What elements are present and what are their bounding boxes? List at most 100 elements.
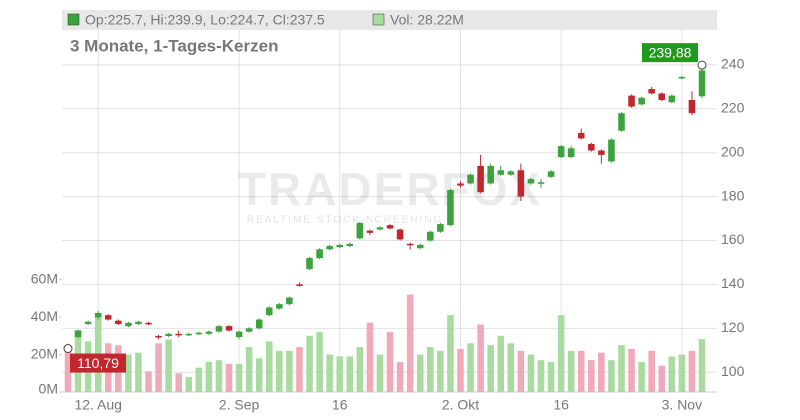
volume-bar xyxy=(336,356,343,392)
volume-bar xyxy=(326,354,333,392)
candle-body xyxy=(406,243,414,246)
volume-bar xyxy=(296,347,303,392)
volume-bar xyxy=(64,345,72,392)
y2-tick-label: 60M xyxy=(31,270,58,286)
candle-body xyxy=(497,170,505,175)
candle-body xyxy=(588,143,595,151)
volume-text: Vol: 28.22M xyxy=(390,12,464,28)
volume-bar xyxy=(155,343,162,392)
volume-bar xyxy=(225,363,233,392)
volume-bar xyxy=(648,350,655,392)
volume-bar xyxy=(577,350,585,392)
volume-bar xyxy=(386,332,394,392)
y-tick-label: 240 xyxy=(721,56,745,72)
volume-bar xyxy=(447,315,454,392)
candle-body xyxy=(598,150,605,155)
candle-body xyxy=(255,319,263,329)
volume-bar xyxy=(608,360,615,392)
candle-body xyxy=(225,326,233,331)
watermark-tagline: REALTIME STOCK SCREENING xyxy=(247,215,444,226)
candle-body xyxy=(698,70,706,97)
candle-body xyxy=(115,320,122,324)
volume-bar xyxy=(537,360,545,392)
volume-bar xyxy=(306,335,313,392)
candle-body xyxy=(537,182,545,184)
candle-body xyxy=(416,244,424,249)
volume-swatch xyxy=(372,13,385,26)
candle-body xyxy=(74,330,82,338)
candle-body xyxy=(296,284,303,286)
y-tick-label: 120 xyxy=(721,319,745,335)
candle-body xyxy=(628,95,635,107)
volume-bar xyxy=(396,362,404,392)
y2-tick-label: 0M xyxy=(39,381,58,397)
candle-body xyxy=(286,297,293,305)
candle-body xyxy=(678,76,686,79)
candle-body xyxy=(507,171,515,175)
candle-body xyxy=(94,312,102,318)
candle-body xyxy=(547,171,555,177)
candle-body xyxy=(658,93,666,101)
candle-body xyxy=(346,243,354,247)
volume-bar xyxy=(507,343,515,392)
candle-body xyxy=(135,321,142,324)
candle-body xyxy=(557,146,565,158)
annotation-box xyxy=(642,43,698,63)
volume-bar xyxy=(477,324,484,392)
volume-bar xyxy=(527,354,535,392)
y-tick-label: 140 xyxy=(721,275,745,291)
candle-body xyxy=(306,258,313,270)
candle-body xyxy=(245,328,253,332)
candle-body xyxy=(467,174,474,184)
volume-bar xyxy=(205,362,213,392)
volume-bar xyxy=(255,358,263,392)
volume-bar xyxy=(698,339,706,392)
candle-body xyxy=(386,225,394,229)
candle-body xyxy=(235,331,243,338)
annotation-box xyxy=(70,353,126,373)
annotation-label: 110,79 xyxy=(77,355,119,371)
candle-body xyxy=(104,315,112,320)
volume-bar xyxy=(406,294,414,392)
subtitle: 3 Monate, 1-Tages-Kerzen xyxy=(70,36,278,55)
volume-bar xyxy=(346,356,354,392)
volume-bar xyxy=(245,347,253,392)
candle-body xyxy=(84,321,92,324)
annotation-label: 239,88 xyxy=(649,44,692,60)
volume-bar xyxy=(175,373,182,392)
volume-bar xyxy=(316,332,323,392)
volume-bar xyxy=(265,341,273,392)
volume-bar xyxy=(125,354,132,392)
volume-bar xyxy=(658,365,666,392)
y2-tick-label: 20M xyxy=(31,345,58,361)
volume-bar xyxy=(517,350,525,392)
volume-bar xyxy=(356,347,364,392)
candle-body xyxy=(145,322,152,325)
volume-bar xyxy=(366,322,374,392)
x-tick-label: 16 xyxy=(332,397,348,413)
candle-body xyxy=(265,307,273,316)
volume-bar xyxy=(135,352,142,392)
volume-bar xyxy=(416,354,424,392)
volume-bar xyxy=(145,371,152,392)
volume-bar xyxy=(276,350,283,392)
candle-body xyxy=(376,227,384,230)
ohlc-swatch xyxy=(67,13,80,26)
candle-body xyxy=(185,333,193,336)
candle-body xyxy=(567,148,575,158)
volume-bar xyxy=(678,354,686,392)
candle-body xyxy=(477,165,484,193)
candle-body xyxy=(276,304,283,309)
candle-body xyxy=(326,246,333,250)
volume-bar xyxy=(598,352,605,392)
ohlc-text: Op:225.7, Hi:239.9, Lo:224.7, Cl:237.5 xyxy=(85,12,325,28)
volume-bar xyxy=(195,367,203,392)
candle-body xyxy=(527,179,535,184)
volume-bar xyxy=(286,350,293,392)
volume-bar xyxy=(235,363,243,392)
volume-bar xyxy=(567,350,575,392)
candle-body xyxy=(125,322,132,327)
candle-body xyxy=(618,113,625,131)
x-tick-label: 2. Sep xyxy=(219,397,260,413)
